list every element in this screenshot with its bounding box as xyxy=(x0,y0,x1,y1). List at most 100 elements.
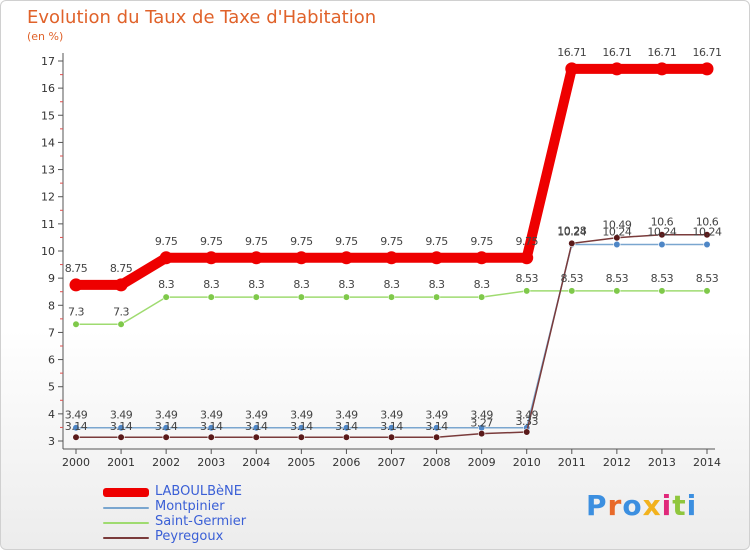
data-point xyxy=(72,320,80,328)
data-label: 8.53 xyxy=(606,272,629,285)
data-label: 3.14 xyxy=(335,420,358,433)
y-tick-label: 14 xyxy=(41,136,55,149)
data-label: 3.49 xyxy=(110,409,133,422)
data-point xyxy=(297,293,305,301)
x-tick-label: 2001 xyxy=(107,456,135,469)
y-tick-label: 9 xyxy=(48,272,55,285)
series-line-3 xyxy=(75,233,708,438)
data-label: 8.53 xyxy=(561,272,584,285)
data-label: 16.71 xyxy=(557,46,586,59)
data-label: 8.75 xyxy=(110,262,133,275)
x-tick-label: 2009 xyxy=(468,456,496,469)
data-label: 10.24 xyxy=(602,225,631,238)
data-label: 3.49 xyxy=(335,409,358,422)
data-point xyxy=(703,240,711,249)
data-label: 8.3 xyxy=(429,278,445,291)
data-label: 10.6 xyxy=(651,216,674,229)
data-point xyxy=(342,433,351,441)
x-tick-label: 2010 xyxy=(513,456,541,469)
data-point xyxy=(565,62,579,76)
data-point xyxy=(700,62,714,76)
data-label: 8.53 xyxy=(651,272,674,285)
data-label: 10.24 xyxy=(693,225,722,238)
data-point xyxy=(613,240,621,249)
legend-label-laboulbene: LABOULBèNE xyxy=(155,484,242,499)
logo-letter: P xyxy=(586,489,608,522)
legend-item-saint-germier: Saint-Germier xyxy=(103,514,363,530)
data-point xyxy=(117,320,125,328)
data-point xyxy=(162,433,170,441)
data-label: 9.75 xyxy=(470,235,493,248)
data-label: 3.49 xyxy=(515,409,538,422)
data-label: 9.75 xyxy=(200,235,223,248)
y-tick-label: 13 xyxy=(41,164,55,177)
data-label: 3.14 xyxy=(290,420,313,433)
y-tick-label: 4 xyxy=(48,408,55,421)
data-label: 10.24 xyxy=(647,225,676,238)
data-point xyxy=(387,293,396,301)
y-tick-label: 7 xyxy=(48,326,55,339)
data-label: 9.75 xyxy=(425,235,448,248)
legend: LABOULBèNE Montpinier Saint-Germier Peyr… xyxy=(103,484,363,545)
data-label: 8.3 xyxy=(474,278,490,291)
data-point xyxy=(387,433,396,441)
data-point xyxy=(207,433,215,441)
data-point xyxy=(294,251,308,265)
data-point xyxy=(162,424,170,432)
data-point xyxy=(523,287,531,295)
data-point xyxy=(610,62,624,76)
data-point xyxy=(162,293,170,301)
data-label: 3.14 xyxy=(110,420,133,433)
legend-item-laboulbene: LABOULBèNE xyxy=(103,484,363,500)
data-point xyxy=(478,430,486,438)
data-point xyxy=(72,424,80,432)
data-point xyxy=(613,287,621,295)
data-label: 8.53 xyxy=(515,272,538,285)
data-point xyxy=(117,433,125,441)
data-point xyxy=(342,424,351,432)
data-point xyxy=(475,251,489,265)
data-label: 3.49 xyxy=(290,409,313,422)
data-label: 10.28 xyxy=(557,224,586,237)
data-label: 8.3 xyxy=(203,278,219,291)
legend-label-montpinier: Montpinier xyxy=(155,499,225,514)
data-label: 9.75 xyxy=(155,235,178,248)
data-label: 3.49 xyxy=(470,409,493,422)
x-tick-label: 2013 xyxy=(648,456,676,469)
y-tick-label: 8 xyxy=(48,299,55,312)
data-point xyxy=(655,62,669,76)
legend-swatch-peyregoux xyxy=(103,537,149,539)
x-tick-label: 2002 xyxy=(152,456,180,469)
data-label: 3.49 xyxy=(425,409,448,422)
data-label: 3.49 xyxy=(245,409,268,422)
x-tick-label: 2005 xyxy=(287,456,315,469)
y-tick-label: 16 xyxy=(41,82,55,95)
data-point xyxy=(658,240,666,249)
chart-subtitle: (en %) xyxy=(27,30,64,43)
logo-letter: r xyxy=(607,489,623,522)
logo-letter: x xyxy=(642,489,662,522)
data-point xyxy=(252,424,260,432)
data-label: 8.75 xyxy=(65,262,88,275)
data-point xyxy=(252,293,260,301)
data-label: 9.75 xyxy=(245,235,268,248)
data-point xyxy=(478,293,486,301)
data-point xyxy=(703,287,711,295)
data-point xyxy=(613,234,621,242)
data-point xyxy=(385,251,398,265)
data-point xyxy=(432,293,441,301)
data-point xyxy=(114,278,128,292)
data-point xyxy=(249,251,263,265)
chart-title: Evolution du Taux de Taxe d'Habitation xyxy=(27,7,377,28)
proxiti-logo: Proxiti xyxy=(586,489,697,522)
data-label: 3.14 xyxy=(245,420,268,433)
data-label: 8.3 xyxy=(293,278,309,291)
data-point xyxy=(703,231,711,239)
y-tick-label: 3 xyxy=(48,435,55,448)
legend-label-saint-germier: Saint-Germier xyxy=(155,514,247,529)
data-point xyxy=(342,293,351,301)
data-point xyxy=(69,278,83,292)
logo-letter: i xyxy=(661,489,673,522)
